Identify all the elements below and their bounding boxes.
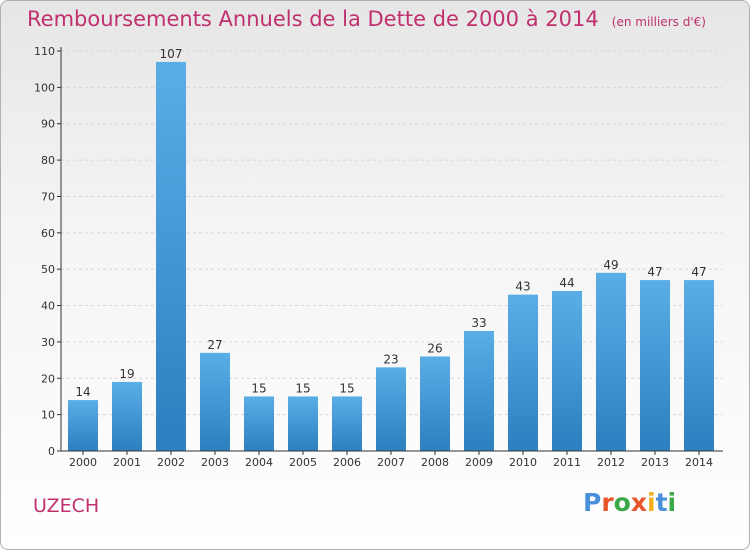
bar-2003 (200, 352, 230, 451)
bar-value-label: 49 (603, 258, 618, 272)
bar-2009 (464, 331, 494, 451)
bar-value-label: 15 (251, 381, 266, 395)
proxiti-logo: Proxiti (583, 488, 676, 517)
bar-value-label: 44 (559, 276, 574, 290)
logo-letter: i (647, 488, 656, 517)
x-tick-label: 2005 (289, 456, 317, 469)
bar-2001 (112, 381, 142, 451)
y-tick-label: 100 (34, 81, 55, 94)
axes (57, 47, 723, 455)
y-tick-label: 70 (41, 190, 55, 203)
x-tick-label: 2000 (69, 456, 97, 469)
y-tick-label: 90 (41, 118, 55, 131)
y-tick-label: 10 (41, 409, 55, 422)
y-tick-label: 80 (41, 154, 55, 167)
y-tick-label: 20 (41, 372, 55, 385)
title-row: Remboursements Annuels de la Dette de 20… (27, 7, 706, 31)
x-tick-label: 2009 (465, 456, 493, 469)
bar-value-label: 47 (691, 265, 706, 279)
bar-value-label: 15 (295, 381, 310, 395)
bar-2005 (288, 396, 318, 451)
bar-2002 (156, 61, 186, 452)
bar-2014 (684, 280, 714, 451)
x-tick-label: 2004 (245, 456, 273, 469)
bar-value-label: 33 (471, 316, 486, 330)
labels: 0 10 20 30 40 50 60 70 80 90 100 110 14 2000 19 2001 107… (34, 45, 713, 469)
logo-letter: t (655, 488, 668, 517)
x-tick-label: 2002 (157, 456, 185, 469)
bar-2007 (376, 367, 406, 451)
logo-letter: P (583, 488, 602, 517)
bar-2006 (332, 396, 362, 451)
bar-value-label: 14 (75, 385, 90, 399)
bar-value-label: 26 (427, 341, 442, 355)
logo-letter: o (613, 488, 631, 517)
bar-value-label: 47 (647, 265, 662, 279)
bars (68, 61, 714, 452)
bar-value-label: 27 (207, 338, 222, 352)
y-tick-label: 60 (41, 227, 55, 240)
bar-value-label: 107 (160, 47, 183, 61)
bar-2011 (552, 291, 582, 451)
y-tick-label: 50 (41, 263, 55, 276)
chart-subtitle: (en milliers d'€) (611, 15, 706, 29)
logo-letter: i (667, 488, 677, 517)
x-tick-label: 2014 (685, 456, 713, 469)
logo-letter: r (601, 488, 614, 517)
x-tick-label: 2006 (333, 456, 361, 469)
x-tick-label: 2010 (509, 456, 537, 469)
town-name: UZECH (33, 495, 100, 517)
bar-2004 (244, 396, 274, 451)
bar-value-label: 23 (383, 352, 398, 366)
x-tick-label: 2007 (377, 456, 405, 469)
bar-2000 (68, 400, 98, 451)
x-tick-label: 2008 (421, 456, 449, 469)
chart-title: Remboursements Annuels de la Dette de 20… (27, 7, 599, 31)
bar-2010 (508, 294, 538, 451)
x-tick-label: 2013 (641, 456, 669, 469)
x-tick-label: 2011 (553, 456, 581, 469)
x-tick-label: 2012 (597, 456, 625, 469)
y-tick-label: 0 (48, 445, 55, 458)
x-tick-label: 2001 (113, 456, 141, 469)
bar-value-label: 43 (515, 280, 530, 294)
logo-letter: x (630, 488, 647, 517)
bar-2012 (596, 272, 626, 451)
bar-2013 (640, 280, 670, 451)
y-tick-label: 40 (41, 300, 55, 313)
bar-value-label: 15 (339, 381, 354, 395)
bar-2008 (420, 356, 450, 451)
y-tick-label: 110 (34, 45, 55, 58)
bar-value-label: 19 (119, 367, 134, 381)
y-tick-label: 30 (41, 336, 55, 349)
x-tick-label: 2003 (201, 456, 229, 469)
